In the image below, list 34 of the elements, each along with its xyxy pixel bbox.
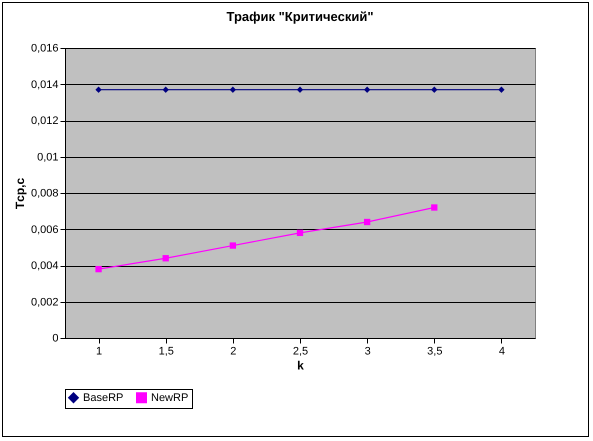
y-tick-label: 0 <box>52 332 58 344</box>
point <box>230 242 236 249</box>
x-tick-label: 1 <box>96 346 102 358</box>
point <box>431 86 438 93</box>
point <box>162 86 169 93</box>
point <box>95 86 102 93</box>
point <box>296 86 304 93</box>
point <box>296 230 304 236</box>
x-tick-label: 1,5 <box>158 346 174 358</box>
x-axis-title: k <box>297 358 304 372</box>
x-tick-label: 3 <box>364 346 371 358</box>
legend-label: NewRP <box>151 392 188 404</box>
x-tick-label: 2 <box>230 346 236 358</box>
chart-title: Трафик "Критический" <box>226 9 374 24</box>
y-tick-label: 0,002 <box>30 296 58 308</box>
y-axis-title: Tср,c <box>12 178 27 210</box>
y-tick-label: 0,004 <box>30 260 58 272</box>
point <box>162 255 169 262</box>
point <box>364 86 370 93</box>
point <box>364 218 370 226</box>
point <box>431 204 438 211</box>
y-tick-label: 0,014 <box>30 78 58 91</box>
x-tick-label: 2,5 <box>292 346 308 358</box>
y-tick-label: 0,01 <box>37 151 58 164</box>
point <box>498 86 505 93</box>
y-tick-label: 0,006 <box>30 224 58 236</box>
point <box>95 266 102 272</box>
x-tick-label: 4 <box>498 346 505 358</box>
y-tick-label: 0,016 <box>30 42 58 54</box>
y-tick-label: 0,012 <box>30 115 58 127</box>
legend-label: BaseRP <box>83 392 124 404</box>
y-tick-label: 0,008 <box>30 188 58 200</box>
x-tick-label: 3,5 <box>427 346 442 358</box>
point <box>230 86 236 93</box>
